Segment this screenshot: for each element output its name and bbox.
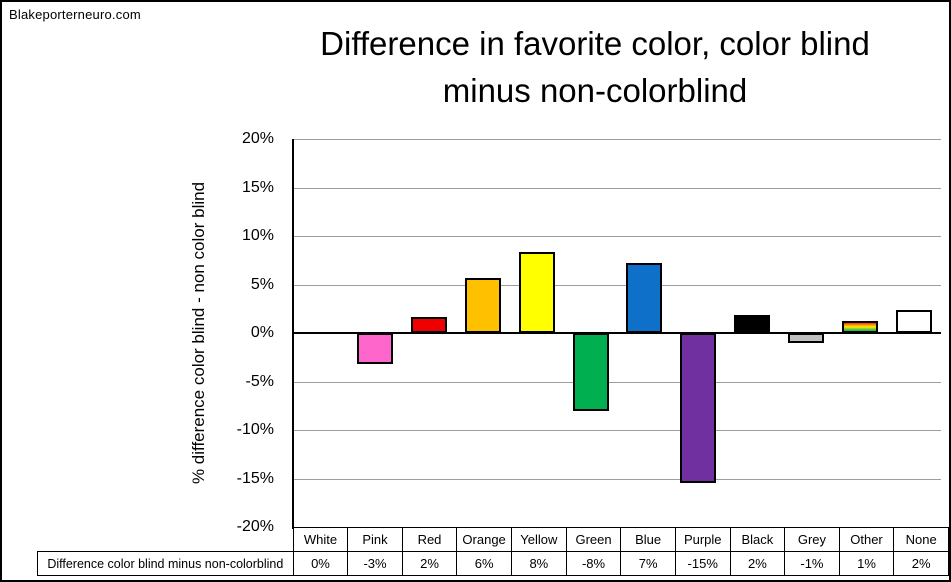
category-header: Orange bbox=[456, 527, 513, 552]
gridline bbox=[294, 381, 941, 383]
table-value: -1% bbox=[784, 551, 840, 576]
bar-black bbox=[734, 314, 771, 333]
series-row-label: Difference color blind minus non-colorbl… bbox=[37, 551, 294, 576]
table-value: -8% bbox=[565, 551, 622, 576]
category-header: Pink bbox=[347, 527, 403, 552]
table-value: -15% bbox=[674, 551, 731, 576]
category-header: Grey bbox=[784, 527, 840, 552]
category-header: Black bbox=[729, 527, 786, 552]
y-tick-label: -20% bbox=[236, 518, 274, 535]
y-tick-label: 0% bbox=[250, 324, 274, 341]
bar-red bbox=[410, 317, 447, 333]
bar-yellow bbox=[518, 252, 555, 333]
table-corner-spacer bbox=[38, 528, 294, 552]
category-header: Other bbox=[838, 527, 895, 552]
y-tick-label: -10% bbox=[236, 421, 274, 438]
bar-none bbox=[896, 309, 933, 333]
data-table: White Pink Red Orange Yellow Green Blue Purple B… bbox=[37, 527, 949, 576]
zero-axis-line bbox=[294, 332, 941, 334]
gridline bbox=[294, 236, 941, 237]
table-value: 0% bbox=[292, 551, 349, 576]
gridline bbox=[294, 139, 941, 140]
bar-green bbox=[572, 333, 609, 411]
gridline bbox=[294, 187, 941, 189]
table-value: 2% bbox=[893, 551, 949, 576]
category-header: White bbox=[292, 527, 349, 552]
category-header: Yellow bbox=[511, 527, 567, 552]
category-header: Red bbox=[401, 527, 458, 552]
y-tick-label: -5% bbox=[245, 372, 274, 390]
table-value: 2% bbox=[401, 551, 458, 576]
bar-pink bbox=[356, 333, 393, 365]
y-axis-title: % difference color blind - non color bli… bbox=[189, 181, 208, 485]
bar-grey bbox=[788, 333, 825, 343]
table-value: 8% bbox=[511, 551, 567, 576]
gridline bbox=[294, 284, 941, 286]
table-value: 7% bbox=[620, 551, 676, 576]
bar-other bbox=[842, 321, 879, 333]
y-tick-label: -15% bbox=[236, 469, 274, 487]
y-tick-label: 10% bbox=[241, 227, 274, 244]
y-tick-label: 15% bbox=[241, 178, 274, 196]
bar-orange bbox=[464, 277, 501, 333]
category-header: Blue bbox=[620, 527, 676, 552]
table-value: 2% bbox=[729, 551, 786, 576]
y-axis-line bbox=[292, 139, 294, 529]
y-tick-label: 5% bbox=[250, 275, 274, 293]
bar-blue bbox=[626, 263, 663, 333]
plot-area bbox=[294, 139, 941, 527]
gridline bbox=[294, 478, 941, 480]
table-value: 1% bbox=[838, 551, 895, 576]
category-header: None bbox=[893, 527, 949, 552]
table-value: 6% bbox=[456, 551, 513, 576]
category-header: Purple bbox=[674, 527, 731, 552]
y-tick-label: 20% bbox=[241, 130, 274, 147]
gridline bbox=[294, 430, 941, 431]
watermark: Blakeporterneuro.com bbox=[9, 7, 141, 22]
chart-title: Difference in favorite color, color blin… bbox=[320, 25, 870, 109]
table-value: -3% bbox=[347, 551, 403, 576]
category-header: Green bbox=[565, 527, 622, 552]
bar-purple bbox=[680, 333, 717, 484]
